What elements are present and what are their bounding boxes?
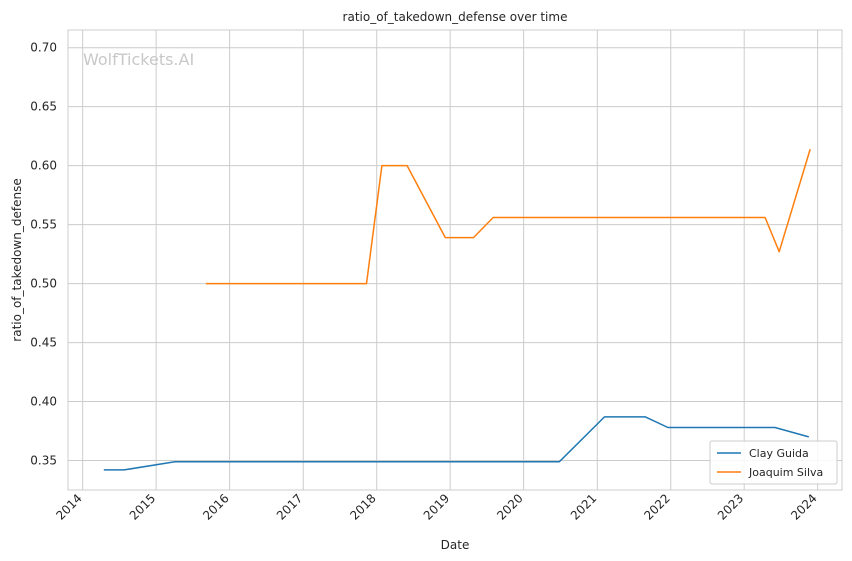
y-tick-label: 0.40 <box>30 395 57 409</box>
chart-title: ratio_of_takedown_defense over time <box>343 10 568 24</box>
plot-area <box>67 29 843 491</box>
x-tick-label: 2022 <box>641 491 672 522</box>
series-line-clay-guida <box>103 416 810 471</box>
grid-lines <box>68 30 842 490</box>
x-tick-label: 2018 <box>347 491 378 522</box>
y-tick-label: 0.55 <box>30 218 57 232</box>
y-axis-title: ratio_of_takedown_defense <box>10 178 24 341</box>
y-tick-label: 0.60 <box>30 159 57 173</box>
x-axis-title: Date <box>441 538 470 552</box>
y-tick-label: 0.45 <box>30 336 57 350</box>
legend-label-clay-guida: Clay Guida <box>749 447 809 460</box>
legend-box <box>709 440 838 485</box>
x-tick-label: 2016 <box>200 491 231 522</box>
series-lines <box>103 148 811 471</box>
watermark: WolfTickets.AI <box>83 50 194 69</box>
legend-label-joaquim-silva: Joaquim Silva <box>748 466 823 479</box>
legend: Clay Guida Joaquim Silva <box>709 440 838 485</box>
x-tick-label: 2019 <box>421 491 452 522</box>
x-tick-label: 2017 <box>274 491 305 522</box>
y-tick-label: 0.65 <box>30 100 57 114</box>
x-tick-label: 2024 <box>788 491 819 522</box>
y-tick-label: 0.50 <box>30 277 57 291</box>
y-tick-label: 0.35 <box>30 454 57 468</box>
x-tick-label: 2021 <box>568 491 599 522</box>
x-tick-label: 2014 <box>53 491 84 522</box>
x-tick-label: 2023 <box>715 491 746 522</box>
x-tick-label: 2015 <box>127 491 158 522</box>
y-tick-label: 0.70 <box>30 41 57 55</box>
x-tick-label: 2020 <box>494 491 525 522</box>
series-line-joaquim-silva <box>205 148 811 285</box>
